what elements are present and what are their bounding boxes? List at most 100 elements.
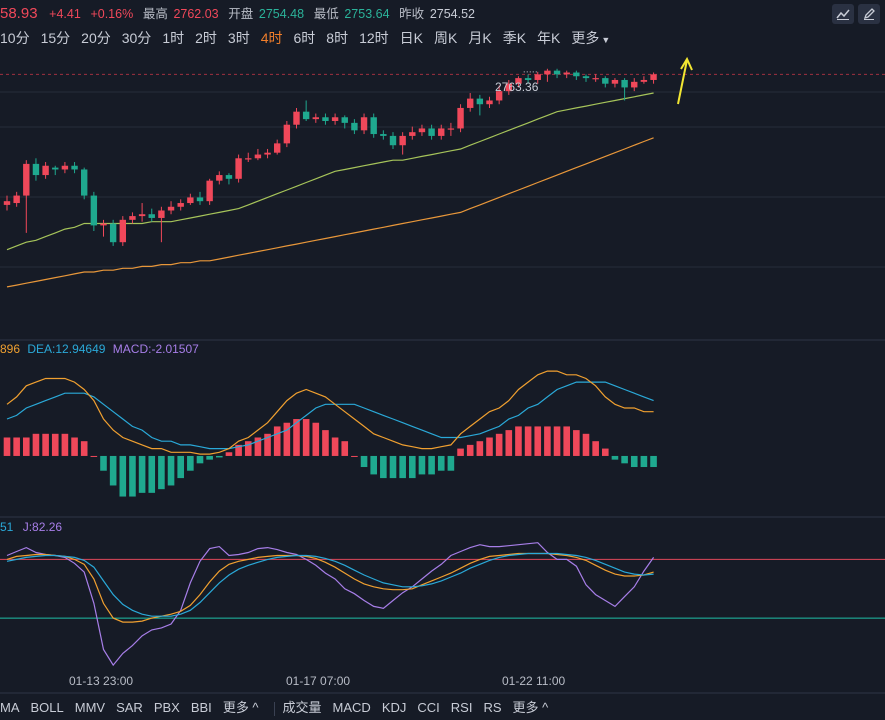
- candle: [3, 195, 11, 211]
- macd-bar: [80, 441, 88, 456]
- overlay-tab-bbi[interactable]: BBI: [190, 700, 212, 715]
- candle-body: [621, 79, 628, 88]
- indicator-more-button[interactable]: 更多 ^: [512, 700, 549, 715]
- interval-tab-12[interactable]: 周K: [434, 30, 458, 46]
- candle: [274, 139, 281, 155]
- open-label: 开盘: [228, 7, 254, 21]
- candle: [582, 74, 590, 82]
- candle: [360, 113, 368, 135]
- interval-tab-6[interactable]: 3时: [227, 30, 250, 46]
- indicator-tab-0[interactable]: 成交量: [282, 700, 322, 715]
- candle-body: [351, 122, 358, 131]
- candle-body: [81, 169, 88, 196]
- candle-body: [119, 219, 126, 243]
- macd-bar: [225, 452, 233, 456]
- macd-bar: [611, 455, 619, 460]
- macd-dea-value: DEA:12.94649: [27, 342, 106, 356]
- candle-body: [148, 214, 155, 218]
- open-value: 2754.48: [258, 7, 305, 21]
- macd-bar: [42, 433, 49, 456]
- macd-bar: [244, 441, 252, 456]
- candle-body: [109, 223, 117, 243]
- high-label: 最高: [142, 7, 168, 21]
- candle: [467, 93, 474, 112]
- interval-tab-10[interactable]: 12时: [359, 30, 389, 46]
- draw-tool-button[interactable]: [858, 4, 880, 24]
- candle: [602, 76, 609, 88]
- interval-tab-9[interactable]: 8时: [326, 30, 349, 46]
- candle: [351, 119, 358, 135]
- interval-tab-13[interactable]: 月K: [468, 30, 492, 46]
- interval-tab-0[interactable]: 10分: [0, 30, 30, 46]
- candle: [23, 160, 30, 233]
- macd-bar: [437, 455, 445, 471]
- macd-bar: [621, 455, 628, 464]
- macd-bar: [158, 455, 165, 490]
- indicator-tab-4[interactable]: RSI: [450, 700, 473, 715]
- candle-body: [573, 72, 580, 77]
- interval-more-button[interactable]: 更多 ▼: [571, 30, 611, 46]
- macd-bar: [582, 433, 590, 456]
- candle-body: [457, 107, 464, 129]
- indicator-tab-3[interactable]: CCI: [417, 700, 440, 715]
- candle-body: [264, 152, 271, 155]
- overlay-tab-ma[interactable]: MA: [0, 700, 20, 715]
- overlay-more-button[interactable]: 更多 ^: [222, 700, 259, 715]
- indicator-settings-button[interactable]: [832, 4, 854, 24]
- candle: [428, 124, 435, 140]
- candle: [418, 124, 426, 136]
- interval-tab-2[interactable]: 20分: [81, 30, 111, 46]
- candle-body: [438, 128, 445, 136]
- candle-body: [196, 197, 204, 202]
- macd-bar: [61, 433, 69, 456]
- overlay-tab-boll[interactable]: BOLL: [30, 700, 64, 715]
- candle-body: [631, 81, 638, 88]
- indicator-tab-1[interactable]: MACD: [332, 700, 371, 715]
- indicator-tab-5[interactable]: RS: [483, 700, 502, 715]
- interval-tab-15[interactable]: 年K: [537, 30, 561, 46]
- indicator-tab-2[interactable]: KDJ: [381, 700, 407, 715]
- candle: [592, 74, 599, 82]
- overlay-tab-mmv[interactable]: MMV: [74, 700, 106, 715]
- candle: [389, 132, 397, 149]
- time-label-3: 01-22 11:00: [502, 674, 566, 688]
- interval-tab-7[interactable]: 4时: [260, 30, 283, 46]
- interval-tab-8[interactable]: 6时: [293, 30, 316, 46]
- macd-bar: [148, 455, 156, 493]
- interval-tab-1[interactable]: 15分: [40, 30, 71, 46]
- overlay-tab-sar[interactable]: SAR: [116, 700, 143, 715]
- macd-bar: [534, 426, 542, 456]
- candle-body: [447, 128, 455, 130]
- interval-tab-4[interactable]: 1时: [162, 30, 185, 46]
- macd-bar: [409, 455, 416, 479]
- candle: [486, 96, 493, 108]
- macd-bar: [254, 437, 262, 456]
- overlay-tab-pbx[interactable]: PBX: [153, 700, 180, 715]
- pencil-icon: [863, 8, 875, 20]
- macd-bar: [13, 437, 20, 456]
- candle-body: [167, 206, 175, 211]
- candle-body: [177, 203, 184, 207]
- macd-bar: [196, 455, 204, 464]
- high-value: 2762.03: [173, 7, 219, 21]
- interval-tab-3[interactable]: 30分: [121, 30, 152, 46]
- interval-tab-14[interactable]: 季K: [502, 30, 527, 46]
- candle-body: [476, 98, 484, 105]
- interval-tab-5[interactable]: 2时: [195, 30, 217, 46]
- candle-body: [370, 117, 377, 135]
- interval-tab-11[interactable]: 日K: [399, 30, 424, 46]
- candle-body: [428, 128, 435, 136]
- macd-bar: [322, 430, 329, 456]
- candle: [505, 79, 512, 95]
- kdj-legend: 51 J:82.26: [0, 520, 62, 534]
- candle: [13, 191, 20, 207]
- macd-bar: [51, 433, 59, 456]
- candle-body: [225, 175, 233, 179]
- candle-body: [582, 76, 590, 79]
- candle-body: [100, 223, 107, 226]
- macd-bar: [553, 426, 561, 456]
- macd-bar: [119, 455, 127, 497]
- kdj-k-line: [6, 552, 654, 623]
- candle: [370, 113, 377, 138]
